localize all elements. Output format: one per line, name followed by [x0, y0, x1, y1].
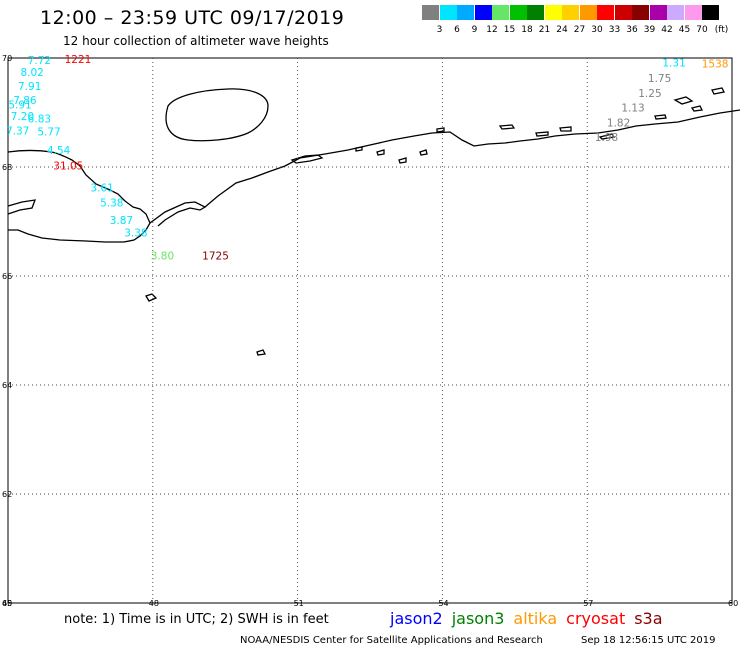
wave-height-label: 6.83 — [28, 113, 51, 125]
swh-observations: 7.72 1221 8.02 7.91 7.865.917.206.837.37 5.77… — [6, 54, 729, 262]
longitude-label: 48 — [149, 599, 159, 608]
longitude-label: 51 — [294, 599, 304, 608]
wave-height-label: 1221 — [65, 54, 92, 66]
legend-level: 21 — [538, 25, 551, 35]
generated-timestamp: Sep 18 12:56:15 UTC 2019 — [581, 635, 716, 646]
wave-height-label: 7.86 — [13, 95, 37, 107]
legend-swatch — [492, 5, 509, 20]
wave-height-label: 1.98 — [595, 132, 618, 144]
legend-swatch — [439, 5, 457, 20]
legend-swatch — [632, 5, 649, 20]
legend-swatch — [667, 5, 684, 20]
legend-swatch — [614, 5, 632, 20]
legend-swatch — [544, 5, 562, 20]
legend-swatch — [579, 5, 597, 20]
legend-level: 27 — [573, 25, 586, 35]
satellite-jason2: jason2 — [390, 609, 443, 628]
wave-height-label: 1.82 — [607, 117, 630, 129]
wave-height-label: 5.38 — [100, 197, 123, 209]
longitude-label: 54 — [438, 599, 448, 608]
wave-height-label: 3.87 — [110, 215, 133, 227]
latitude-label: 60 — [2, 599, 12, 608]
legend-level: 39 — [643, 25, 656, 35]
map-title: 12:00 – 23:59 UTC 09/17/2019 — [40, 7, 345, 29]
wave-height-label: 4.54 — [47, 145, 71, 157]
satellite-altika: altika — [513, 609, 558, 628]
legend-level: 36 — [626, 25, 638, 35]
legend-swatch — [649, 5, 667, 20]
map-frame — [7, 57, 733, 604]
satellite-s3a: s3a — [634, 609, 663, 628]
latitude-label: 64 — [2, 381, 12, 390]
legend-level: 30 — [591, 25, 603, 35]
legend-level: 33 — [608, 25, 621, 35]
credit-line: NOAA/NESDIS Center for Satellite Applica… — [240, 635, 543, 646]
satellite-cryosat: cryosat — [566, 609, 626, 628]
satellite-legend: jason2 jason3 altika cryosat s3a — [390, 609, 672, 628]
longitude-label: 45 — [2, 599, 12, 608]
wave-height-label: 7.72 — [28, 55, 51, 67]
latitude-label: 68 — [2, 163, 12, 172]
latitude-label: 70 — [2, 54, 12, 63]
legend-level: 3 — [436, 25, 443, 35]
legend-level: 24 — [556, 25, 568, 35]
legend-level: 45 — [678, 25, 691, 35]
legend-swatch — [597, 5, 614, 20]
wave-height-label: 1.75 — [648, 73, 671, 85]
wave-height-label: 1.25 — [638, 88, 661, 100]
wave-height-label: 7.37 — [6, 125, 29, 137]
legend-swatch — [684, 5, 702, 20]
legend-level: 6 — [454, 25, 460, 35]
longitude-label: 60 — [728, 599, 738, 608]
wave-height-label: 8.02 — [20, 67, 43, 79]
wave-height-label: 1538 — [702, 58, 729, 70]
wave-height-label: 1725 — [202, 250, 229, 262]
wave-height-label: 3.38 — [124, 227, 147, 239]
graticule — [7, 57, 733, 604]
wave-height-label: 1.31 — [662, 57, 685, 69]
legend-level: 70 — [696, 25, 708, 35]
satellite-jason3: jason3 — [451, 609, 505, 628]
legend-swatch — [457, 5, 474, 20]
wave-height-label: 3.61 — [90, 183, 113, 195]
legend-swatch — [527, 5, 544, 20]
legend-level: 12 — [486, 25, 498, 35]
wave-height-label: 3.80 — [151, 250, 174, 262]
wave-height-label: 31.05 — [53, 160, 83, 172]
legend-unit: (ft) — [714, 25, 729, 35]
legend-swatch — [422, 5, 439, 20]
legend-level: 15 — [503, 25, 516, 35]
legend-swatch — [474, 5, 492, 20]
wave-height-label: 5.77 — [37, 127, 60, 139]
legend-swatch — [509, 5, 527, 20]
longitude-label: 57 — [583, 599, 593, 608]
latitude-label: 66 — [2, 272, 12, 281]
wave-height-label: 1.13 — [621, 103, 644, 115]
legend-level: 42 — [661, 25, 673, 35]
legend-level: 9 — [471, 25, 478, 35]
wave-height-label: 7.20 — [11, 111, 34, 123]
coastline — [7, 87, 740, 356]
footer-note: note: 1) Time is in UTC; 2) SWH is in fe… — [64, 612, 329, 627]
latitude-label: 62 — [2, 490, 12, 499]
wave-height-label: 7.91 — [18, 81, 41, 93]
legend-swatch — [702, 5, 719, 20]
wave-height-label: 5.91 — [8, 99, 31, 111]
map-subtitle: 12 hour collection of altimeter wave hei… — [63, 34, 329, 48]
legend-swatch — [562, 5, 579, 20]
legend-level: 18 — [521, 25, 533, 35]
